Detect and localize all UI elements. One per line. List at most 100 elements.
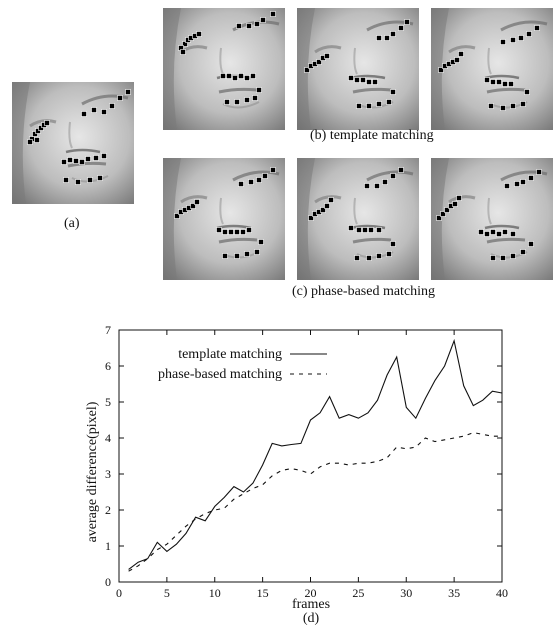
y-tick-label: 4 bbox=[105, 431, 111, 445]
y-tick-label: 1 bbox=[105, 539, 111, 553]
caption-b: (b) template matching bbox=[310, 128, 434, 143]
landmark-marker bbox=[194, 199, 200, 205]
landmark-marker bbox=[27, 139, 33, 145]
landmark-marker bbox=[502, 81, 508, 87]
landmark-marker bbox=[368, 227, 374, 233]
landmark-marker bbox=[109, 103, 115, 109]
landmark-marker bbox=[500, 39, 506, 45]
x-tick-label: 20 bbox=[305, 586, 317, 600]
landmark-marker bbox=[248, 179, 254, 185]
landmark-marker bbox=[444, 207, 450, 213]
landmark-marker bbox=[490, 255, 496, 261]
landmark-marker bbox=[270, 11, 276, 17]
legend-label: phase-based matching bbox=[158, 367, 282, 382]
x-tick-label: 40 bbox=[496, 586, 508, 600]
landmark-marker bbox=[324, 203, 330, 209]
y-tick-label: 0 bbox=[105, 575, 111, 589]
landmark-marker bbox=[236, 23, 242, 29]
landmark-marker bbox=[258, 239, 264, 245]
landmark-marker bbox=[438, 67, 444, 73]
landmark-marker bbox=[490, 229, 496, 235]
landmark-marker bbox=[452, 201, 458, 207]
landmark-marker bbox=[510, 253, 516, 259]
landmark-marker bbox=[354, 77, 360, 83]
landmark-marker bbox=[348, 75, 354, 81]
landmark-marker bbox=[488, 103, 494, 109]
line-chart: 0 5 10 15 20 25 30 35 40 0 1 2 3 4 5 6 7 template matchi… bbox=[85, 323, 508, 626]
landmark-marker bbox=[220, 73, 226, 79]
landmark-marker bbox=[500, 105, 506, 111]
landmark-marker bbox=[304, 67, 310, 73]
landmark-marker bbox=[386, 99, 392, 105]
landmark-marker bbox=[376, 227, 382, 233]
y-axis-label: average difference(pixel) bbox=[85, 401, 100, 542]
face-image-a bbox=[12, 82, 134, 204]
landmark-marker bbox=[190, 203, 196, 209]
landmark-marker bbox=[256, 177, 262, 183]
y-tick-label: 7 bbox=[105, 323, 111, 337]
x-tick-label: 25 bbox=[352, 586, 364, 600]
landmark-marker bbox=[386, 251, 392, 257]
landmark-marker bbox=[117, 95, 123, 101]
x-tick-label: 35 bbox=[448, 586, 460, 600]
landmark-marker bbox=[67, 157, 73, 163]
chart-series bbox=[128, 338, 503, 572]
landmark-marker bbox=[262, 173, 268, 179]
face-image-c2 bbox=[297, 158, 419, 280]
chart-axes: 0 5 10 15 20 25 30 35 40 0 1 2 3 4 5 6 7 bbox=[105, 323, 508, 600]
landmark-marker bbox=[222, 253, 228, 259]
landmark-marker bbox=[390, 173, 396, 179]
landmark-marker bbox=[484, 77, 490, 83]
landmark-marker bbox=[238, 181, 244, 187]
landmark-marker bbox=[528, 175, 534, 181]
landmark-marker bbox=[500, 255, 506, 261]
landmark-marker bbox=[34, 137, 40, 143]
landmark-marker bbox=[374, 183, 380, 189]
landmark-marker bbox=[436, 215, 442, 221]
x-tick-label: 10 bbox=[209, 586, 221, 600]
landmark-marker bbox=[524, 89, 530, 95]
landmark-marker bbox=[244, 75, 250, 81]
landmark-marker bbox=[398, 167, 404, 173]
landmark-marker bbox=[38, 125, 44, 131]
y-tick-label: 5 bbox=[105, 395, 111, 409]
landmark-marker bbox=[390, 31, 396, 37]
landmark-marker bbox=[93, 155, 99, 161]
landmark-marker bbox=[514, 181, 520, 187]
y-tick-label: 2 bbox=[105, 503, 111, 517]
x-axis-label: frames bbox=[292, 597, 330, 612]
landmark-marker bbox=[508, 81, 514, 87]
landmark-marker bbox=[528, 241, 534, 247]
landmark-marker bbox=[260, 17, 266, 23]
landmark-marker bbox=[526, 31, 532, 37]
landmark-marker bbox=[308, 215, 314, 221]
x-tick-label: 15 bbox=[257, 586, 269, 600]
landmark-marker bbox=[254, 249, 260, 255]
landmark-marker bbox=[87, 177, 93, 183]
landmark-marker bbox=[324, 53, 330, 59]
landmark-marker bbox=[61, 159, 67, 165]
series-line-phase-based-matching bbox=[128, 432, 502, 572]
landmark-marker bbox=[366, 255, 372, 261]
face-image-c1 bbox=[163, 158, 285, 280]
landmark-marker bbox=[44, 120, 50, 126]
landmark-marker bbox=[256, 87, 262, 93]
landmark-marker bbox=[484, 231, 490, 237]
landmark-marker bbox=[404, 19, 410, 25]
landmark-marker bbox=[510, 37, 516, 43]
x-tick-label: 30 bbox=[400, 586, 412, 600]
landmark-marker bbox=[246, 227, 252, 233]
landmark-marker bbox=[254, 21, 260, 27]
landmark-marker bbox=[398, 25, 404, 31]
landmark-marker bbox=[454, 57, 460, 63]
landmark-marker bbox=[510, 231, 516, 237]
landmark-marker bbox=[35, 128, 41, 134]
face-image-b1 bbox=[163, 8, 285, 130]
landmark-marker bbox=[490, 79, 496, 85]
landmark-marker bbox=[226, 73, 232, 79]
landmark-marker bbox=[246, 23, 252, 29]
landmark-marker bbox=[101, 153, 107, 159]
landmark-marker bbox=[238, 73, 244, 79]
landmark-marker bbox=[510, 103, 516, 109]
landmark-marker bbox=[101, 109, 107, 115]
